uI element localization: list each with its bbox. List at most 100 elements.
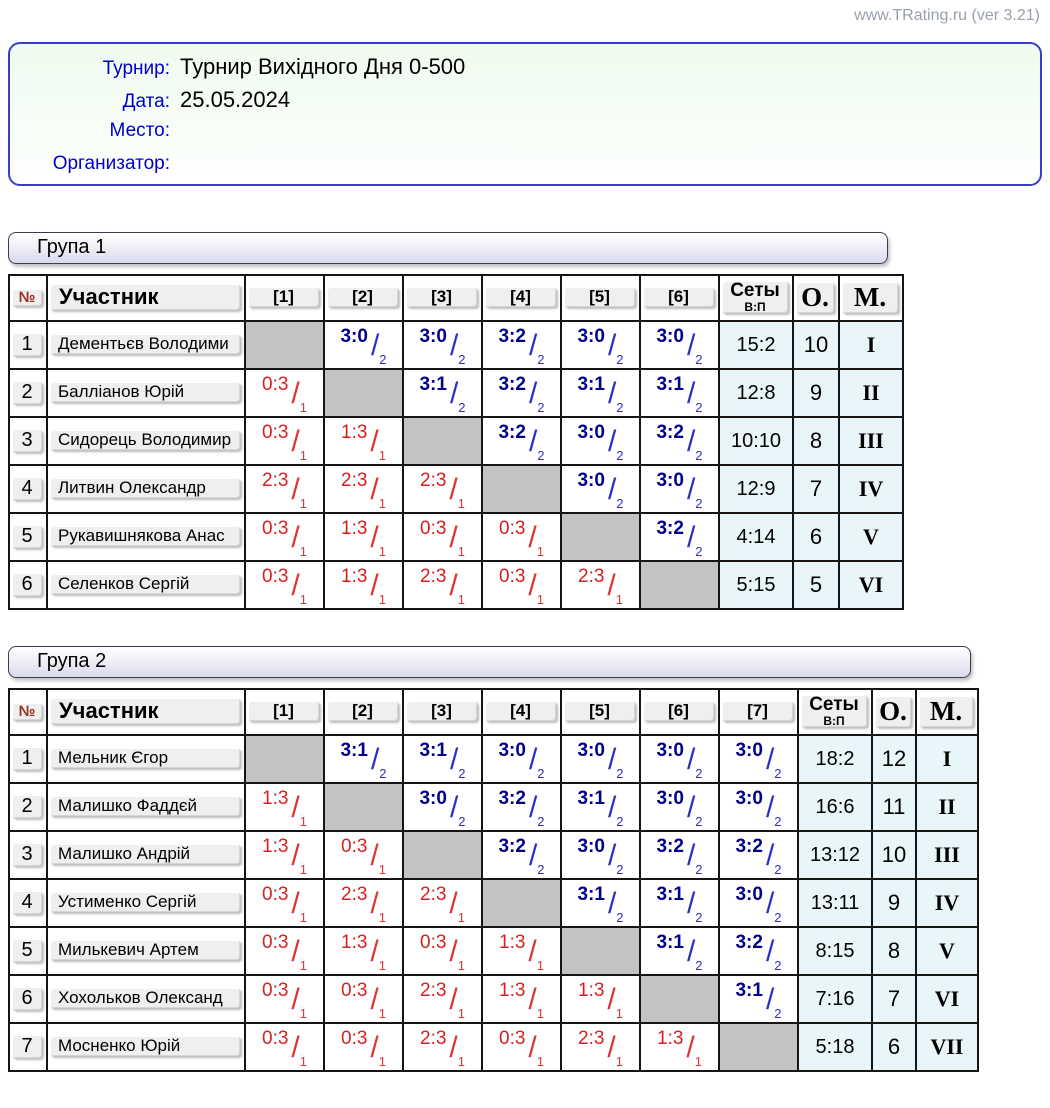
score-slash: / [765, 886, 775, 920]
match-points: 1 [299, 399, 307, 415]
match-points: 1 [378, 495, 386, 511]
match-cell: 3:0/2 [639, 782, 720, 832]
match-score-value: 0:3 [499, 517, 526, 539]
table-row: 6 Селенков Сергій 0:3/1 1:3/1 2:3/1 0:3/1 2:3/… [8, 560, 904, 610]
diagonal-cell [323, 782, 404, 832]
num-column-label: № [12, 702, 42, 720]
score-slash: / [370, 742, 380, 776]
player-name: Сидорець Володимир [50, 430, 240, 450]
opponent-column-header: [3] [402, 688, 483, 736]
score-slash: / [607, 424, 617, 458]
match-points: 2 [695, 351, 703, 367]
place-cell: V [915, 926, 979, 976]
match-points: 1 [299, 909, 307, 925]
opponent-column-header: [1] [244, 688, 325, 736]
match-score-value: 1:3 [499, 931, 526, 953]
score-slash: / [607, 886, 617, 920]
match-cell: 2:3/1 [244, 464, 325, 514]
points-cell: 5 [792, 560, 840, 610]
match-points: 1 [299, 813, 307, 829]
opponent-column-label: [3] [406, 287, 477, 307]
row-number: 3 [12, 428, 42, 452]
row-number: 7 [12, 1034, 42, 1058]
match-score: 3:0/2 [642, 468, 717, 511]
player-name: Устименко Сергій [50, 892, 240, 912]
match-cell: 1:3/1 [639, 1022, 720, 1072]
table-row: 1 Мельник Єгор 3:1/2 3:1/2 3:0/2 3:0/2 3:0/2 3:… [8, 734, 979, 784]
score-slash: / [607, 1030, 616, 1064]
score-slash: / [686, 1030, 695, 1064]
sets-cell: 12:9 [718, 464, 794, 514]
match-score: 1:3/1 [326, 564, 401, 607]
match-score: 0:3/1 [484, 564, 559, 607]
match-score: 3:0/2 [405, 324, 480, 367]
match-points: 1 [299, 1005, 307, 1021]
match-score-value: 3:0 [340, 325, 368, 347]
match-score-value: 0:3 [341, 1027, 368, 1049]
match-cell: 3:1/2 [402, 368, 483, 418]
row-number: 2 [12, 794, 42, 818]
group-title-bar: Група 1 [8, 232, 888, 264]
match-points: 2 [616, 909, 624, 925]
row-number: 5 [12, 938, 42, 962]
match-score-value: 3:0 [735, 787, 763, 809]
participant-column-label: Участник [50, 284, 240, 310]
match-cell: 0:3/1 [244, 926, 325, 976]
match-cell: 0:3/1 [244, 878, 325, 928]
match-cell: 3:1/2 [639, 926, 720, 976]
match-cell: 3:2/2 [639, 830, 720, 880]
sets-cell: 13:12 [797, 830, 873, 880]
table-row: 4 Литвин Олександр 2:3/1 2:3/1 2:3/1 3:0/2 3:0… [8, 464, 904, 514]
match-score-value: 1:3 [262, 835, 289, 857]
match-score: 0:3/1 [326, 978, 401, 1021]
match-cell: 3:0/2 [402, 320, 483, 370]
diagonal-cell [718, 1022, 799, 1072]
match-points: 1 [694, 1053, 702, 1069]
table-row: 3 Малишко Андрій 1:3/1 0:3/1 3:2/2 3:0/2 3:2/2… [8, 830, 979, 880]
score-slash: / [370, 424, 379, 458]
match-points: 1 [457, 909, 465, 925]
match-score-value: 3:2 [656, 421, 684, 443]
match-score-value: 0:3 [341, 835, 368, 857]
place-column-header: М. [915, 688, 979, 736]
match-points: 2 [695, 861, 703, 877]
player-name-cell: Селенков Сергій [46, 560, 246, 610]
match-points: 2 [695, 399, 703, 415]
match-points: 1 [299, 495, 307, 511]
player-name-cell: Литвин Олександр [46, 464, 246, 514]
match-score-value: 2:3 [420, 979, 447, 1001]
match-cell: 0:3/1 [481, 1022, 562, 1072]
score-slash: / [370, 886, 379, 920]
score-slash: / [686, 376, 696, 410]
match-cell: 2:3/1 [323, 464, 404, 514]
points-cell: 7 [792, 464, 840, 514]
match-cell: 3:1/2 [560, 782, 641, 832]
score-slash: / [607, 328, 617, 362]
score-slash: / [291, 1030, 300, 1064]
match-score: 1:3/1 [326, 420, 401, 463]
match-score-value: 1:3 [341, 931, 368, 953]
player-name-cell: Малишко Андрій [46, 830, 246, 880]
match-points: 2 [616, 813, 624, 829]
match-cell: 0:3/1 [481, 560, 562, 610]
match-score: 1:3/1 [642, 1026, 717, 1069]
match-cell: 0:3/1 [323, 974, 404, 1024]
match-points: 2 [695, 765, 703, 781]
match-score-value: 0:3 [420, 517, 447, 539]
match-cell: 2:3/1 [560, 560, 641, 610]
match-score: 0:3/1 [326, 834, 401, 877]
match-score-value: 0:3 [262, 517, 289, 539]
match-score-value: 2:3 [341, 883, 368, 905]
match-cell: 3:2/2 [481, 368, 562, 418]
match-score-value: 3:0 [577, 421, 605, 443]
match-score: 0:3/1 [247, 420, 322, 463]
row-number-cell: 2 [8, 782, 48, 832]
match-points: 1 [536, 591, 544, 607]
match-score: 3:0/2 [721, 786, 796, 829]
match-score: 2:3/1 [326, 882, 401, 925]
score-slash: / [370, 1030, 379, 1064]
points-cell: 11 [871, 782, 917, 832]
row-number-cell: 6 [8, 974, 48, 1024]
match-score: 3:1/2 [563, 786, 638, 829]
match-score-value: 3:1 [419, 739, 447, 761]
